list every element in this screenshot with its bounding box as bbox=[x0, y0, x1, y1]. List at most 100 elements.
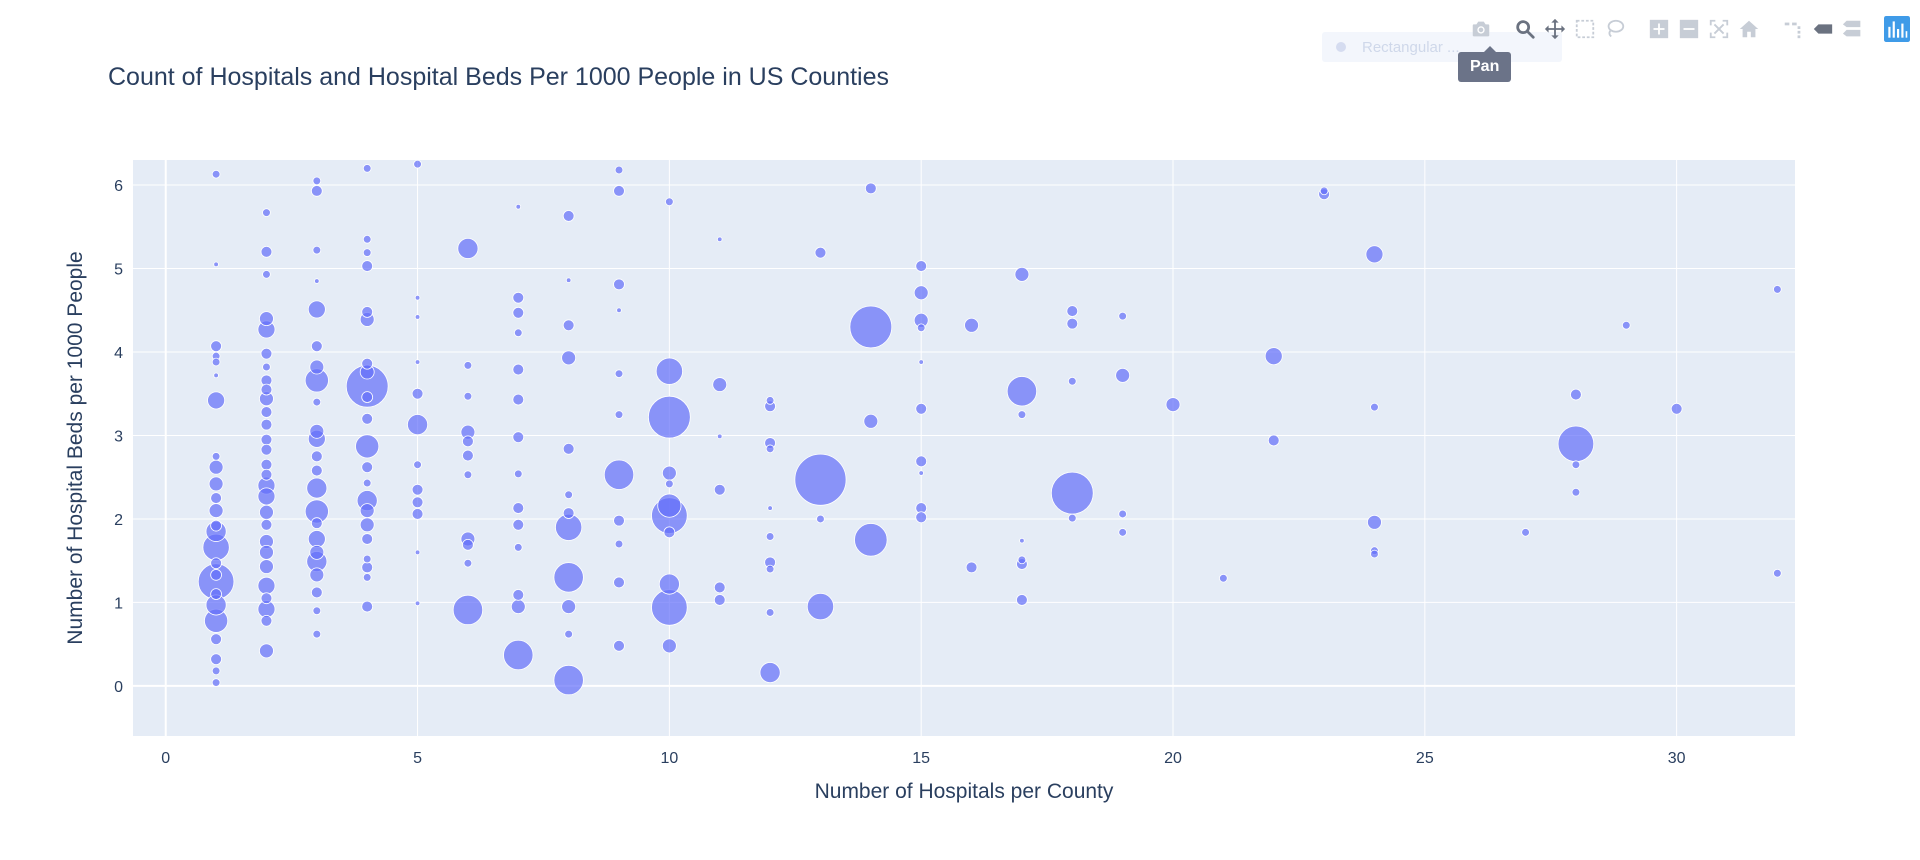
data-point[interactable] bbox=[1365, 245, 1384, 264]
data-point[interactable] bbox=[1571, 460, 1581, 469]
data-point[interactable] bbox=[603, 459, 635, 490]
data-point[interactable] bbox=[462, 538, 474, 551]
data-point[interactable] bbox=[260, 443, 273, 456]
data-point[interactable] bbox=[512, 518, 525, 531]
data-point[interactable] bbox=[553, 562, 584, 593]
data-point[interactable] bbox=[259, 643, 274, 659]
data-point[interactable] bbox=[262, 270, 271, 279]
data-point[interactable] bbox=[355, 434, 380, 459]
data-point[interactable] bbox=[1773, 285, 1782, 294]
data-point[interactable] bbox=[1017, 410, 1027, 419]
data-point[interactable] bbox=[913, 285, 929, 301]
data-point[interactable] bbox=[211, 452, 221, 461]
data-point[interactable] bbox=[361, 600, 374, 613]
data-point[interactable] bbox=[1067, 513, 1077, 523]
data-point[interactable] bbox=[613, 278, 625, 291]
camera-icon[interactable] bbox=[1466, 14, 1496, 44]
data-point[interactable] bbox=[1067, 376, 1077, 386]
data-point[interactable] bbox=[854, 523, 888, 557]
data-point[interactable] bbox=[794, 453, 847, 506]
data-point[interactable] bbox=[661, 465, 677, 481]
data-point[interactable] bbox=[310, 340, 323, 353]
data-point[interactable] bbox=[407, 414, 429, 436]
data-point[interactable] bbox=[564, 629, 573, 639]
data-point[interactable] bbox=[463, 361, 473, 370]
data-point[interactable] bbox=[309, 423, 325, 439]
data-point[interactable] bbox=[414, 549, 421, 556]
hover-compare-icon[interactable] bbox=[1838, 14, 1868, 44]
data-point[interactable] bbox=[1118, 311, 1127, 321]
box-select-icon[interactable] bbox=[1570, 14, 1600, 44]
data-point[interactable] bbox=[259, 544, 274, 560]
zoom-in-icon[interactable] bbox=[1644, 14, 1674, 44]
data-point[interactable] bbox=[1370, 402, 1379, 412]
data-point[interactable] bbox=[314, 278, 320, 284]
data-point[interactable] bbox=[211, 666, 221, 676]
data-point[interactable] bbox=[767, 505, 773, 511]
data-point[interactable] bbox=[307, 300, 326, 319]
data-point[interactable] bbox=[1367, 514, 1382, 530]
data-point[interactable] bbox=[260, 418, 273, 431]
zoom-out-icon[interactable] bbox=[1674, 14, 1704, 44]
data-point[interactable] bbox=[463, 558, 473, 568]
data-point[interactable] bbox=[1016, 594, 1028, 606]
data-point[interactable] bbox=[661, 638, 677, 654]
data-point[interactable] bbox=[361, 561, 374, 574]
data-point[interactable] bbox=[312, 176, 322, 186]
spike-lines-icon[interactable] bbox=[1778, 14, 1808, 44]
data-point[interactable] bbox=[1066, 305, 1079, 317]
data-point[interactable] bbox=[361, 461, 374, 474]
data-point[interactable] bbox=[211, 678, 221, 687]
data-point[interactable] bbox=[260, 383, 273, 396]
data-point[interactable] bbox=[306, 477, 328, 499]
data-point[interactable] bbox=[260, 458, 273, 471]
data-point[interactable] bbox=[512, 431, 525, 443]
data-point[interactable] bbox=[362, 248, 372, 257]
data-point[interactable] bbox=[411, 508, 424, 520]
data-point[interactable] bbox=[414, 600, 421, 607]
data-point[interactable] bbox=[361, 306, 374, 318]
data-point[interactable] bbox=[414, 294, 421, 301]
data-point[interactable] bbox=[1118, 528, 1127, 537]
data-point[interactable] bbox=[1571, 487, 1581, 497]
data-point[interactable] bbox=[616, 307, 622, 314]
data-point[interactable] bbox=[210, 340, 222, 353]
data-point[interactable] bbox=[361, 357, 374, 370]
data-point[interactable] bbox=[765, 396, 775, 405]
data-point[interactable] bbox=[260, 614, 273, 627]
data-point[interactable] bbox=[614, 369, 624, 379]
data-point[interactable] bbox=[665, 197, 674, 207]
data-point[interactable] bbox=[462, 449, 474, 462]
data-point[interactable] bbox=[361, 260, 374, 272]
data-point[interactable] bbox=[713, 483, 726, 496]
lasso-icon[interactable] bbox=[1600, 14, 1630, 44]
data-point[interactable] bbox=[310, 464, 323, 477]
data-point[interactable] bbox=[210, 588, 222, 600]
data-point[interactable] bbox=[765, 608, 775, 617]
data-point[interactable] bbox=[503, 639, 534, 671]
data-point[interactable] bbox=[512, 393, 525, 406]
data-point[interactable] bbox=[613, 514, 625, 527]
data-point[interactable] bbox=[1019, 537, 1025, 544]
data-point[interactable] bbox=[362, 164, 372, 173]
data-point[interactable] bbox=[964, 317, 979, 333]
data-point[interactable] bbox=[362, 573, 372, 582]
data-point[interactable] bbox=[262, 362, 271, 372]
data-point[interactable] bbox=[614, 165, 624, 175]
data-point[interactable] bbox=[1773, 568, 1782, 578]
data-point[interactable] bbox=[918, 359, 924, 365]
data-point[interactable] bbox=[213, 261, 219, 268]
data-point[interactable] bbox=[613, 576, 625, 589]
data-point[interactable] bbox=[1521, 528, 1530, 537]
data-point[interactable] bbox=[257, 487, 276, 506]
data-point[interactable] bbox=[1570, 388, 1582, 401]
data-point[interactable] bbox=[918, 470, 924, 476]
data-point[interactable] bbox=[211, 357, 221, 367]
data-point[interactable] bbox=[713, 594, 726, 606]
zoom-icon[interactable] bbox=[1510, 14, 1540, 44]
data-point[interactable] bbox=[361, 533, 374, 545]
data-point[interactable] bbox=[361, 391, 374, 403]
data-point[interactable] bbox=[553, 664, 584, 696]
data-point[interactable] bbox=[310, 517, 323, 529]
data-point[interactable] bbox=[208, 476, 224, 492]
